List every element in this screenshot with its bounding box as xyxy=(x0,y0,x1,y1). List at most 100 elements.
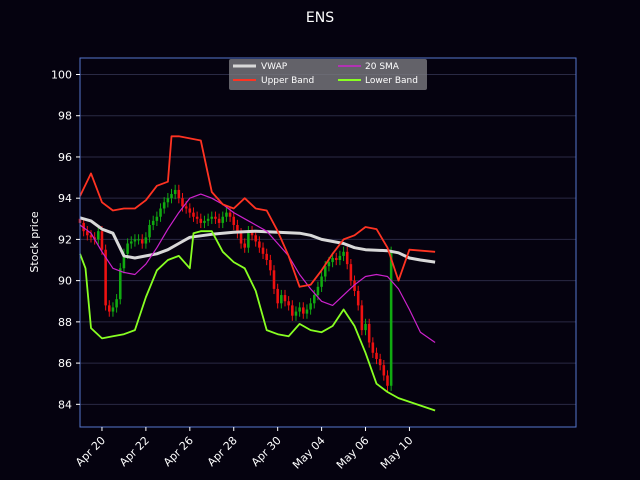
candle-body xyxy=(287,301,290,306)
candle-body xyxy=(86,231,89,236)
legend-box xyxy=(229,59,427,90)
candle-body xyxy=(188,208,192,213)
candle-body xyxy=(177,189,181,199)
indicator-lines xyxy=(79,135,436,412)
candle-body xyxy=(375,352,378,359)
candle-body xyxy=(254,235,257,242)
candle-body xyxy=(140,239,144,244)
candle-body xyxy=(261,247,265,254)
candle-body xyxy=(232,216,236,225)
candle-body xyxy=(195,216,199,219)
series-line-vwap xyxy=(79,216,436,264)
candle-body xyxy=(148,224,151,238)
candle-body xyxy=(192,212,195,217)
candle-body xyxy=(382,365,386,376)
candle-body xyxy=(144,237,148,244)
legend: VWAP 20 SMA Upper Band Lower Band xyxy=(229,59,427,90)
candle-body xyxy=(129,241,133,244)
y-tick-label: 92 xyxy=(58,233,72,246)
candle-body xyxy=(97,231,100,240)
candle-body xyxy=(225,212,228,217)
series-line-lower-band xyxy=(79,230,436,412)
y-tick-label: 96 xyxy=(58,151,72,164)
chart-title: ENS xyxy=(306,10,334,26)
candle-body xyxy=(345,251,349,265)
candle-body xyxy=(89,235,93,238)
candle-body xyxy=(309,303,312,310)
candle-body xyxy=(291,305,294,316)
candle-body xyxy=(334,257,338,261)
candle-body xyxy=(108,305,111,312)
candle-body xyxy=(115,299,118,308)
candle-body xyxy=(323,266,327,277)
candle-body xyxy=(166,198,170,203)
candle-body xyxy=(133,239,137,242)
candle-body xyxy=(389,251,393,386)
y-axis-label: Stock price xyxy=(28,211,41,273)
candle-body xyxy=(302,307,305,314)
candle-body xyxy=(283,295,287,302)
candle-body xyxy=(155,216,159,221)
candle-body xyxy=(199,218,203,223)
candle-body xyxy=(159,208,162,217)
legend-label-upper-band: Upper Band xyxy=(261,76,314,86)
candle-body xyxy=(228,212,232,217)
legend-label-vwap: VWAP xyxy=(261,62,288,72)
candle-body xyxy=(338,255,342,261)
y-tick-label: 88 xyxy=(58,316,72,329)
y-tick-label: 98 xyxy=(58,110,72,123)
candle-body xyxy=(356,290,360,306)
candle-body xyxy=(184,206,188,209)
y-tick-label: 90 xyxy=(58,275,72,288)
candle-body xyxy=(280,295,283,304)
legend-label-lower-band: Lower Band xyxy=(365,76,418,86)
y-tick-label: 86 xyxy=(58,357,72,370)
candle-body xyxy=(118,268,122,300)
candle-body xyxy=(181,198,184,207)
candle-body xyxy=(312,295,316,304)
candle-body xyxy=(349,264,353,281)
candle-body xyxy=(320,276,323,287)
candle-body xyxy=(378,358,382,366)
candle-body xyxy=(243,243,247,248)
candle-body xyxy=(364,323,367,331)
y-tick-label: 100 xyxy=(51,68,72,81)
y-tick-label: 84 xyxy=(58,398,72,411)
y-tick-label: 94 xyxy=(58,192,72,205)
candle-body xyxy=(272,270,276,289)
candle-body xyxy=(162,202,166,209)
y-axis: 84 86 88 90 92 94 96 98 100 xyxy=(51,68,80,411)
candle-body xyxy=(360,305,364,331)
series-line-20-sma xyxy=(79,193,436,343)
candle-body xyxy=(305,309,309,314)
candle-body xyxy=(170,194,173,199)
candle-body xyxy=(122,253,126,269)
plot-border xyxy=(79,57,577,428)
candle-body xyxy=(151,220,155,225)
candle-body xyxy=(331,257,334,263)
candle-body xyxy=(100,231,104,250)
candle-body xyxy=(203,220,206,223)
candle-body xyxy=(367,323,371,343)
grid-layer xyxy=(80,73,576,405)
candle-body xyxy=(276,288,279,304)
candle-body xyxy=(250,231,254,236)
candle-body xyxy=(221,216,225,223)
candle-body xyxy=(298,307,301,312)
candle-body xyxy=(247,231,250,248)
series-line-upper-band xyxy=(79,135,436,288)
candle-body xyxy=(206,218,210,221)
candle-body xyxy=(214,216,217,219)
candle-body xyxy=(104,249,107,306)
candle-body xyxy=(236,224,239,234)
candle-body xyxy=(258,241,261,248)
candle-body xyxy=(173,189,177,195)
candle-body xyxy=(371,342,375,353)
candle-body xyxy=(239,233,243,244)
candle-body xyxy=(353,280,356,291)
candle-body xyxy=(316,286,320,296)
candle-body xyxy=(269,260,272,271)
candle-body xyxy=(327,262,331,267)
candle-body xyxy=(210,216,214,219)
candle-body xyxy=(111,307,115,312)
